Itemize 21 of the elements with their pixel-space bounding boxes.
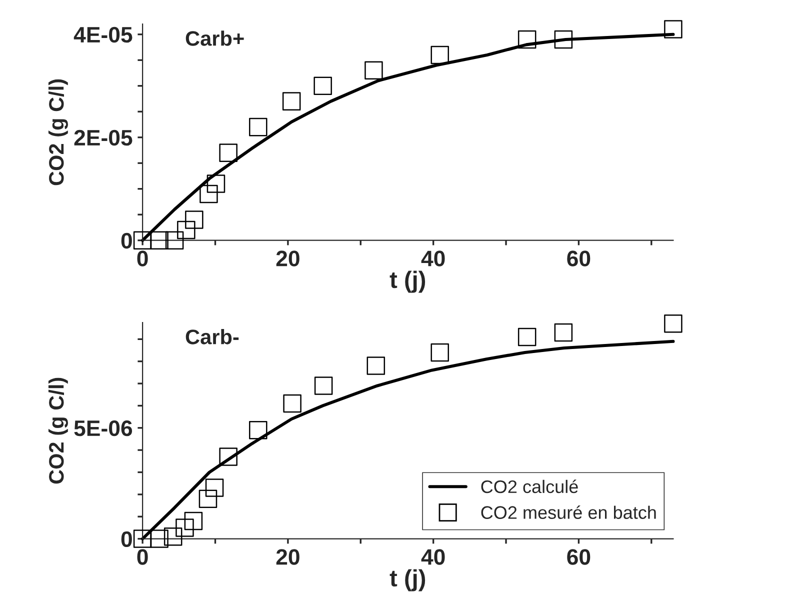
- y-axis-title: CO2 (g C/l): [48, 378, 68, 484]
- chart-title: Carb+: [186, 30, 244, 46]
- x-tick-label: 40: [421, 250, 445, 266]
- y-tick-label: 0: [121, 531, 132, 548]
- y-axis-title: CO2 (g C/l): [48, 79, 68, 186]
- x-tick-label: 60: [567, 250, 590, 266]
- x-tick-label: 0: [137, 549, 148, 565]
- x-axis-title: t (j): [390, 270, 426, 293]
- legend-label: CO2 mesuré en batch: [481, 505, 656, 519]
- x-tick-label: 20: [276, 549, 300, 565]
- x-tick-label: 40: [421, 549, 445, 565]
- x-tick-label: 60: [567, 549, 590, 565]
- x-tick-label: 0: [137, 250, 148, 266]
- y-tick-label: 5E-06: [74, 420, 132, 436]
- legend-label: CO2 calculé: [481, 480, 578, 494]
- y-tick-label: 0: [121, 232, 132, 249]
- x-tick-label: 20: [276, 250, 300, 266]
- chart-title: Carb-: [186, 329, 239, 344]
- y-tick-label: 4E-05: [74, 26, 132, 43]
- x-axis-title: t (j): [390, 569, 426, 592]
- y-tick-label: 2E-05: [74, 130, 132, 146]
